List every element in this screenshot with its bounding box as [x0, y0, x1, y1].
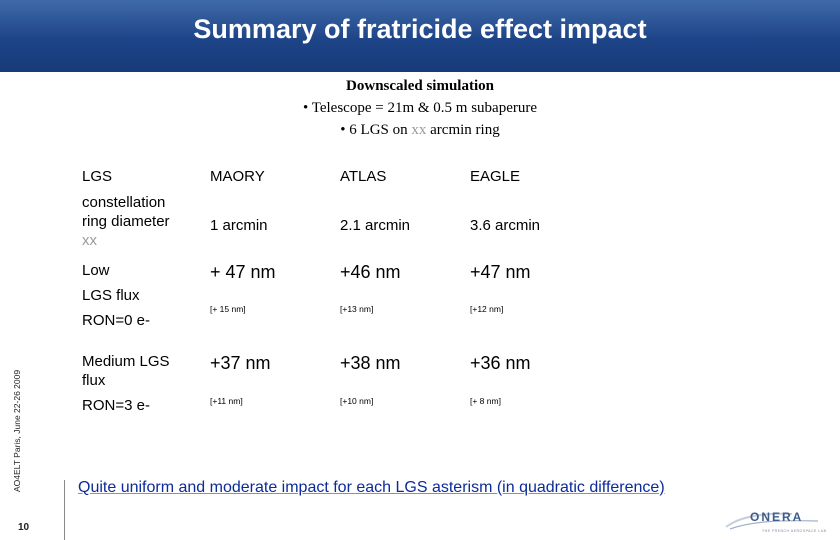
- col-header-eagle: EAGLE: [470, 168, 521, 185]
- row-label-diameter-line1: LGS: [82, 168, 113, 185]
- subtitle-lgs: • 6 LGS on xx arcmin ring: [180, 122, 660, 139]
- row-label-diameter: LGS constellation ring diameter xx: [82, 167, 170, 250]
- low-maory: + 47 nm: [210, 262, 276, 282]
- low-maory-sub: [+ 15 nm]: [210, 304, 246, 314]
- diameter-maory: 1 arcmin: [210, 217, 268, 234]
- conclusion-text: Quite uniform and moderate impact for ea…: [78, 479, 665, 496]
- subtitle-telescope: • Telescope = 21m & 0.5 m subaperure: [303, 100, 537, 116]
- row-label-medium-line3: RON=3 e-: [82, 397, 150, 414]
- onera-logo: ONERA THE FRENCH AEROSPACE LAB: [722, 505, 826, 539]
- conference-side-text: AO4ELT Paris, June 22-26 2009: [12, 369, 22, 492]
- low-eagle: +47 nm: [470, 262, 531, 282]
- diameter-atlas: 2.1 arcmin: [340, 217, 411, 234]
- row-label-diameter-line3: ring diameter: [82, 213, 170, 230]
- low-atlas-sub: [+13 nm]: [340, 304, 374, 314]
- row-label-diameter-placeholder: xx: [82, 232, 97, 249]
- medium-maory-sub: [+11 nm]: [210, 396, 243, 406]
- low-eagle-sub: [+12 nm]: [470, 304, 504, 314]
- medium-maory: +37 nm: [210, 353, 271, 373]
- subtitle-heading: Downscaled simulation: [346, 78, 494, 94]
- logo-tagline: THE FRENCH AEROSPACE LAB: [762, 529, 827, 533]
- subtitle-lgs-post: arcmin ring: [430, 122, 500, 138]
- low-atlas: +46 nm: [340, 262, 401, 282]
- medium-eagle: +36 nm: [470, 353, 531, 373]
- diameter-eagle: 3.6 arcmin: [470, 217, 541, 234]
- row-label-low-line2: LGS flux: [82, 287, 140, 304]
- subtitle-lgs-pre: • 6 LGS on: [340, 122, 408, 138]
- medium-atlas-sub: [+10 nm]: [340, 396, 374, 406]
- page-number: 10: [18, 522, 30, 533]
- slide-title: Summary of fratricide effect impact: [193, 14, 647, 44]
- medium-atlas: +38 nm: [340, 353, 401, 373]
- title-bar: Summary of fratricide effect impact: [0, 0, 840, 72]
- row-label-low: Low LGS flux RON=0 e-: [82, 261, 150, 330]
- row-label-medium: Medium LGS flux RON=3 e-: [82, 352, 170, 415]
- subtitle-lgs-placeholder: xx: [411, 122, 427, 138]
- row-label-diameter-line2: constellation: [82, 194, 166, 211]
- medium-eagle-sub: [+ 8 nm]: [470, 396, 501, 406]
- row-label-medium-line2: flux: [82, 372, 106, 389]
- row-label-medium-line1: Medium LGS: [82, 353, 170, 370]
- footer-divider: [64, 480, 65, 540]
- row-label-low-line1: Low: [82, 262, 110, 279]
- row-label-low-line3: RON=0 e-: [82, 312, 150, 329]
- col-header-maory: MAORY: [210, 168, 265, 185]
- onera-logo-swoosh-icon: [725, 512, 819, 530]
- col-header-atlas: ATLAS: [340, 168, 387, 185]
- logo-text: ONERA: [750, 510, 804, 524]
